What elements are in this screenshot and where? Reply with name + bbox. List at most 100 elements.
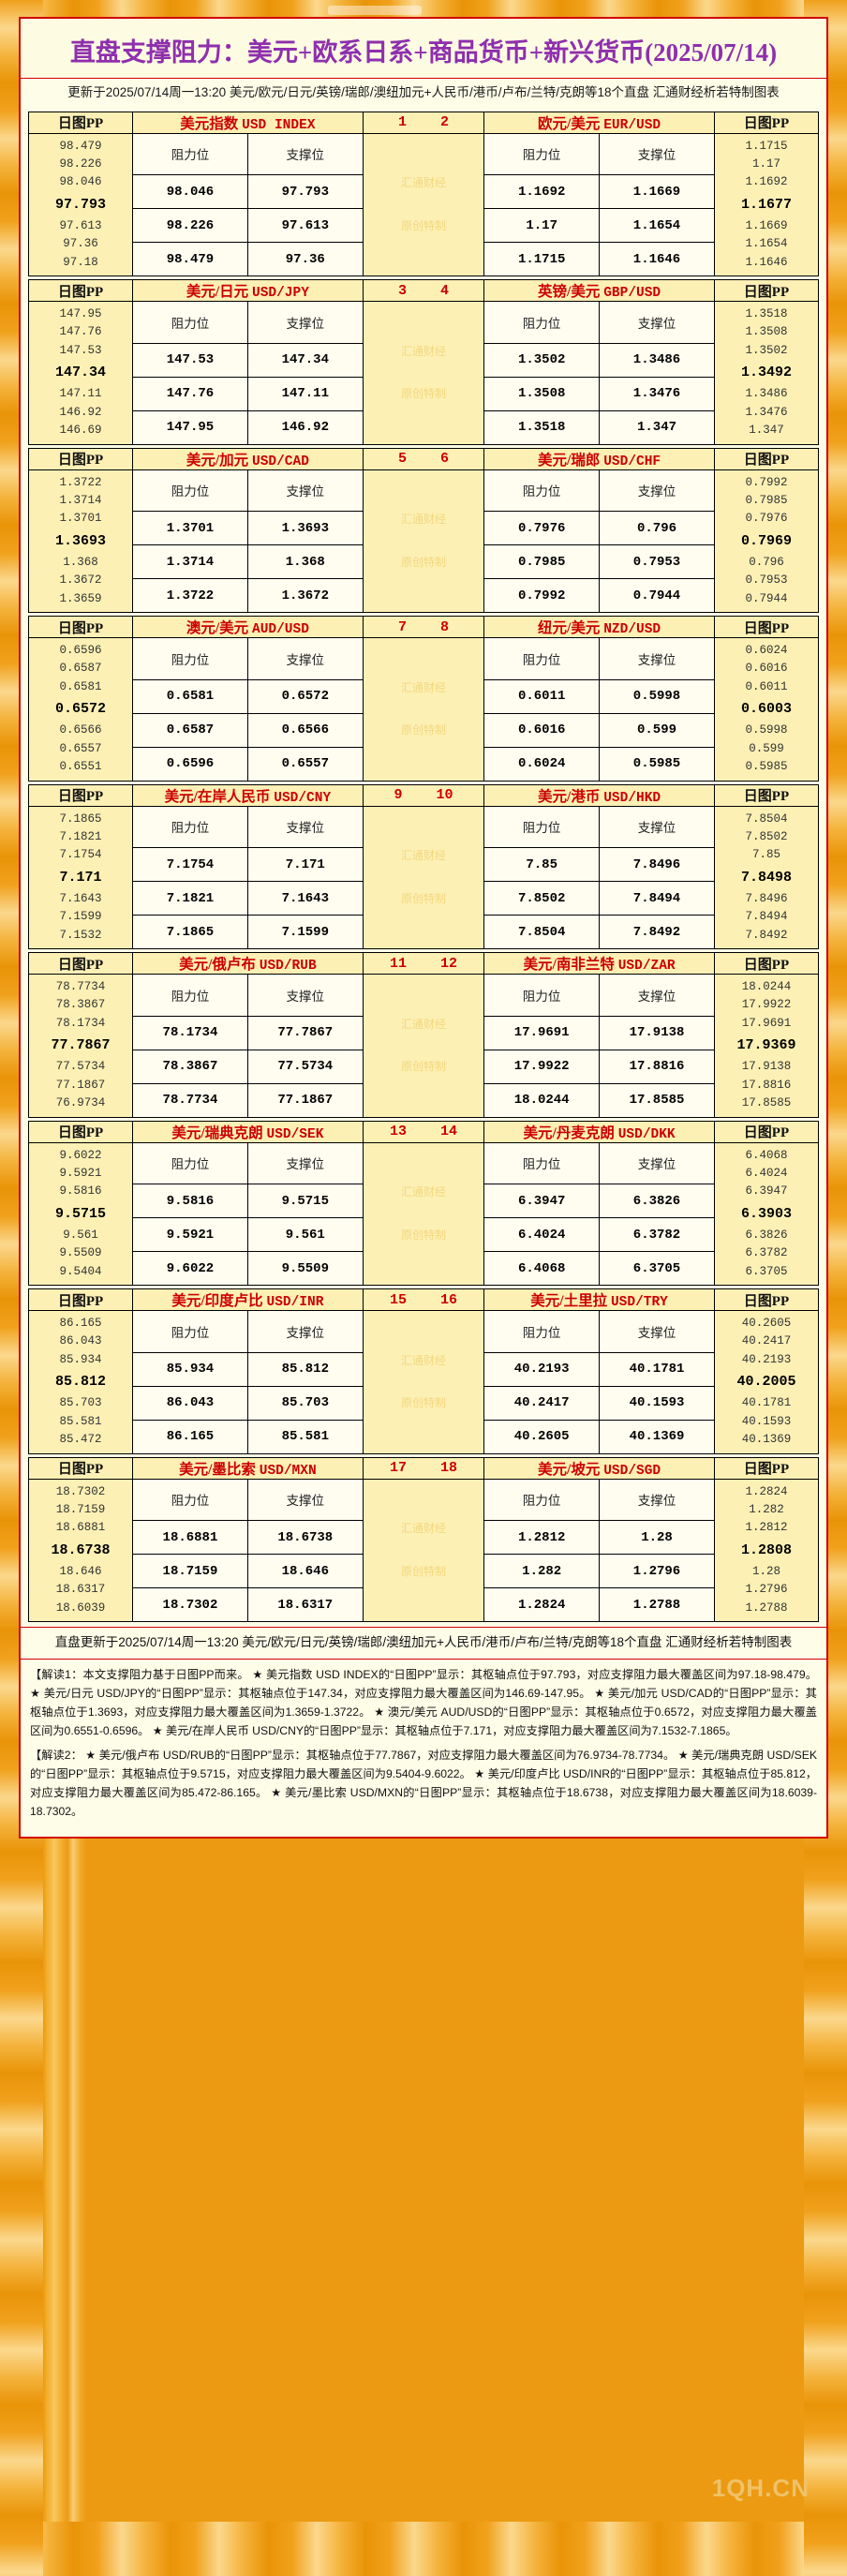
pp-value: 78.7734 [55, 980, 106, 994]
pp-value: 9.561 [63, 1228, 98, 1242]
support-value-left: 77.5734 [246, 1049, 364, 1084]
pp-column-right: 0.6024 0.6016 0.6011 0.6003 0.5998 0.599 0.598… [713, 637, 820, 782]
pp-value: 0.6551 [59, 760, 102, 774]
pp-value: 9.5404 [59, 1264, 102, 1278]
pp-pivot: 9.5715 [55, 1205, 107, 1222]
pair-title-right: 美元/瑞郎 USD/CHF [483, 447, 715, 470]
resistance-value-right: 40.2417 [483, 1385, 601, 1421]
support-value-left: 7.1599 [246, 915, 364, 950]
pp-value: 1.2812 [745, 1521, 788, 1535]
support-value-right: 17.9138 [599, 1015, 715, 1050]
pp-value: 0.6587 [59, 662, 102, 676]
resistance-value-right: 1.17 [483, 208, 601, 244]
pivot-block: 日图PP 澳元/美元 AUD/USD 7 8 纽元/美元 NZD/USD 日图PP 0.6… [27, 616, 820, 782]
pp-value: 1.3722 [59, 475, 102, 489]
resistance-value-right: 7.8504 [483, 915, 601, 950]
pp-value: 85.703 [59, 1396, 102, 1410]
resistance-value-right: 0.6011 [483, 678, 601, 714]
pp-header-right: 日图PP [713, 279, 820, 303]
resistance-value-right: 1.3508 [483, 376, 601, 411]
pair-title-left: 美元/俄卢布 USD/RUB [132, 952, 364, 975]
table-row: 98.046 97.793 1.1692 1.1669 [29, 174, 819, 210]
block-index: 11 12 [362, 952, 485, 975]
resistance-label-right: 阻力位 [483, 1141, 601, 1185]
pp-value: 85.934 [59, 1352, 102, 1366]
resistance-value-left: 147.53 [132, 342, 248, 378]
mid-watermark: 汇通财经 原创特制 [362, 974, 485, 1118]
mid-watermark: 汇通财经 原创特制 [362, 1310, 485, 1454]
block-header-row: 日图PP 美元指数 USD INDEX 1 2 欧元/美元 EUR/USD 日图PP [27, 111, 820, 134]
support-value-right: 1.3476 [599, 376, 715, 411]
pp-column-left: 1.3722 1.3714 1.3701 1.3693 1.368 1.3672 1.365… [27, 469, 134, 614]
pp-value: 1.1654 [745, 237, 788, 251]
pp-value: 78.3867 [55, 998, 106, 1012]
block-label-row: 147.95 147.76 147.53 147.34 147.11 146.92 146.… [27, 301, 820, 445]
pair-title-left: 美元/在岸人民币 USD/CNY [132, 783, 364, 807]
blocks-container: 日图PP 美元指数 USD INDEX 1 2 欧元/美元 EUR/USD 日图PP 98… [21, 107, 826, 1628]
support-label-left: 支撑位 [246, 805, 364, 849]
support-value-left: 77.7867 [246, 1015, 364, 1050]
support-value-left: 85.703 [246, 1385, 364, 1421]
pp-list: 7.8504 7.8502 7.85 7.8498 7.8496 7.8494 7.8492 [715, 807, 818, 949]
support-value-left: 147.34 [246, 342, 364, 378]
table-row: 9.5921 9.561 6.4024 6.3782 [29, 1217, 819, 1253]
resistance-value-left: 78.7734 [132, 1082, 248, 1118]
block-label-row: 9.6022 9.5921 9.5816 9.5715 9.561 9.5509 9.540… [27, 1141, 820, 1287]
resistance-value-right: 0.7992 [483, 578, 601, 614]
pp-value: 7.8496 [745, 891, 788, 905]
support-value-left: 146.92 [246, 409, 364, 445]
support-value-right: 0.599 [599, 712, 715, 748]
pivot-block: 日图PP 美元/印度卢比 USD/INR 15 16 美元/土里拉 USD/TRY 日图… [27, 1288, 820, 1454]
support-value-left: 1.3672 [246, 578, 364, 614]
table-row: 18.7302 18.6317 1.2824 1.2788 [29, 1587, 819, 1623]
support-value-right: 7.8496 [599, 847, 715, 883]
table-row: 85.934 85.812 40.2193 40.1781 [29, 1351, 819, 1387]
support-value-left: 18.6317 [246, 1587, 364, 1623]
pp-value: 7.8494 [745, 910, 788, 924]
support-value-left: 7.171 [246, 847, 364, 883]
resistance-label-right: 阻力位 [483, 637, 601, 680]
pp-header-right: 日图PP [713, 783, 820, 807]
pivot-block: 日图PP 美元/在岸人民币 USD/CNY 9 10 美元/港币 USD/HKD 日图P… [27, 783, 820, 950]
support-value-right: 0.796 [599, 511, 715, 546]
support-value-right: 0.7944 [599, 578, 715, 614]
support-value-right: 1.1646 [599, 242, 715, 277]
resistance-label-right: 阻力位 [483, 805, 601, 849]
pp-value: 1.2788 [745, 1601, 788, 1615]
pp-header-left: 日图PP [27, 952, 134, 975]
resistance-value-right: 0.6016 [483, 712, 601, 748]
block-header-row: 日图PP 美元/加元 USD/CAD 5 6 美元/瑞郎 USD/CHF 日图PP [27, 447, 820, 470]
pp-value: 17.8585 [741, 1096, 792, 1110]
resistance-value-left: 98.479 [132, 242, 248, 277]
pp-value: 6.4068 [745, 1148, 788, 1162]
pp-value: 6.3826 [745, 1228, 788, 1242]
support-value-right: 0.7953 [599, 544, 715, 580]
resistance-value-right: 6.3947 [483, 1184, 601, 1219]
pp-value: 1.3659 [59, 591, 102, 605]
pp-value: 1.3518 [745, 307, 788, 321]
pp-header-right: 日图PP [713, 1456, 820, 1480]
pp-value: 6.3947 [745, 1184, 788, 1199]
pp-pivot: 0.6003 [740, 701, 792, 718]
pp-value: 0.6596 [59, 644, 102, 658]
pp-list: 40.2605 40.2417 40.2193 40.2005 40.1781 40.15… [715, 1311, 818, 1453]
pp-list: 98.479 98.226 98.046 97.793 97.613 97.36 97.18 [29, 134, 132, 276]
pp-value: 1.1715 [745, 139, 788, 153]
pp-value: 1.282 [749, 1502, 784, 1516]
support-label-right: 支撑位 [599, 637, 715, 680]
resistance-value-right: 7.85 [483, 847, 601, 883]
pair-title-left: 美元/瑞典克朗 USD/SEK [132, 1120, 364, 1143]
resistance-value-right: 40.2605 [483, 1419, 601, 1454]
table-row: 1.3701 1.3693 0.7976 0.796 [29, 511, 819, 546]
pp-column-left: 147.95 147.76 147.53 147.34 147.11 146.92 146.… [27, 301, 134, 445]
support-value-right: 1.2788 [599, 1587, 715, 1623]
pp-value: 0.7976 [745, 512, 788, 526]
resistance-label-left: 阻力位 [132, 1478, 248, 1522]
resistance-value-left: 1.3714 [132, 544, 248, 580]
pp-value: 7.1599 [59, 910, 102, 924]
pp-header-right: 日图PP [713, 111, 820, 134]
footer-notes: 【解读1：本文支撑阻力基于日图PP而来。 ★ 美元指数 USD INDEX的“日… [21, 1660, 826, 1838]
pp-header-left: 日图PP [27, 279, 134, 303]
pp-value: 0.6557 [59, 741, 102, 755]
resistance-value-left: 98.226 [132, 208, 248, 244]
